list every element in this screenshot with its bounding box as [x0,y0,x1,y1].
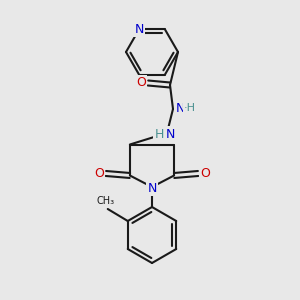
Text: ·H: ·H [184,103,196,113]
Text: N: N [165,128,175,140]
Text: CH₃: CH₃ [97,196,115,206]
Text: O: O [94,167,104,180]
Text: N: N [147,182,157,194]
Text: H: H [154,128,164,140]
Text: N: N [175,101,185,115]
Text: O: O [136,76,146,89]
Text: O: O [200,167,210,180]
Text: N: N [134,23,144,36]
